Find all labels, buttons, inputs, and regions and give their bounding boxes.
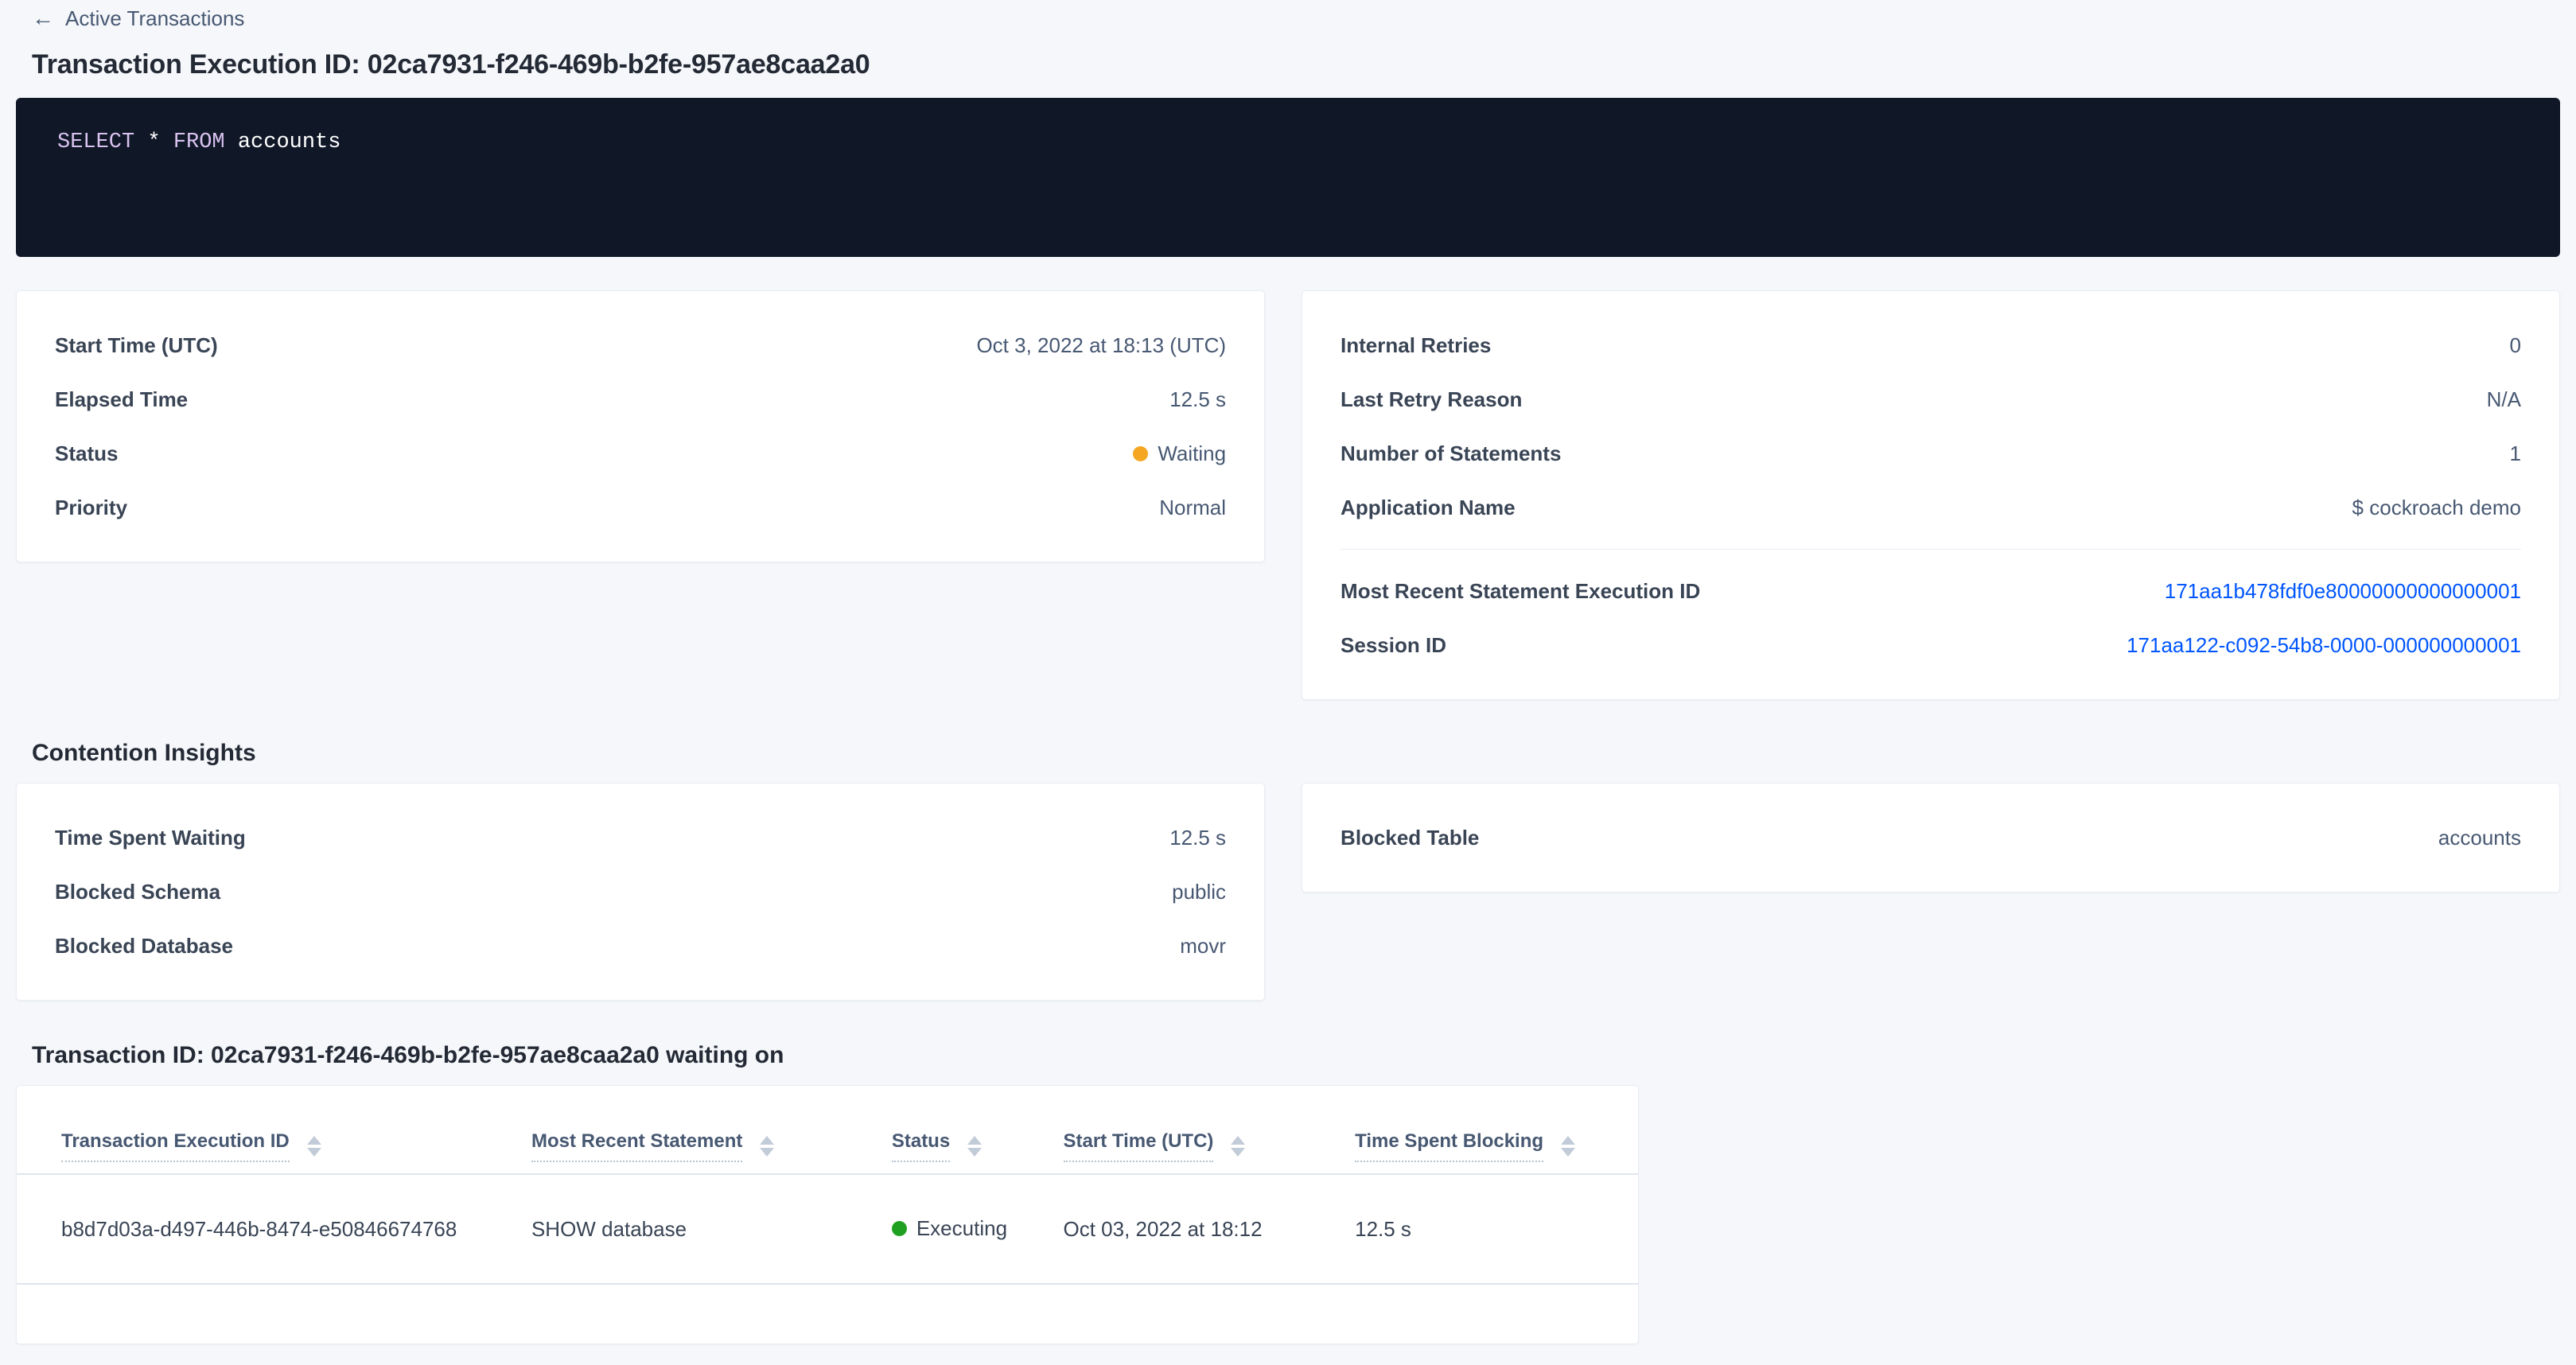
value-blocked-database: movr: [1180, 933, 1227, 958]
row-number-of-statements: Number of Statements 1: [1341, 426, 2521, 480]
value-start-time: Oct 3, 2022 at 18:13 (UTC): [976, 332, 1227, 357]
label-blocked-table: Blocked Table: [1341, 825, 1480, 850]
cell-time-spent-blocking: 12.5 s: [1355, 1216, 1411, 1241]
column-label-transaction-execution-id: Transaction Execution ID: [61, 1130, 290, 1162]
row-time-spent-waiting: Time Spent Waiting 12.5 s: [55, 811, 1226, 865]
card-divider: [1341, 549, 2521, 550]
value-status: Waiting: [1133, 441, 1226, 466]
label-number-of-statements: Number of Statements: [1341, 441, 1562, 465]
column-header-time-spent-blocking[interactable]: Time Spent Blocking: [1355, 1130, 1638, 1174]
status-dot-waiting-icon: [1133, 445, 1149, 461]
label-last-retry-reason: Last Retry Reason: [1341, 387, 1523, 411]
row-status: Status Waiting: [55, 426, 1226, 480]
row-blocked-schema: Blocked Schema public: [55, 865, 1226, 919]
status-text: Waiting: [1158, 441, 1227, 465]
value-blocked-schema: public: [1172, 879, 1227, 904]
column-label-status: Status: [891, 1130, 951, 1162]
sort-arrows-icon[interactable]: [1561, 1136, 1576, 1157]
status-dot-executing-icon: [891, 1221, 907, 1236]
table-row[interactable]: b8d7d03a-d497-446b-8474-e50846674768 SHO…: [17, 1174, 1638, 1284]
sql-keyword-select: SELECT: [57, 130, 135, 154]
label-start-time: Start Time (UTC): [55, 332, 218, 357]
label-blocked-schema: Blocked Schema: [55, 879, 221, 904]
overview-card-right: Internal Retries 0 Last Retry Reason N/A…: [1302, 290, 2560, 700]
label-session-id: Session ID: [1341, 632, 1446, 657]
cell-transaction-execution-id: b8d7d03a-d497-446b-8474-e50846674768: [61, 1216, 457, 1241]
link-session-id[interactable]: 171aa122-c092-54b8-0000-000000000001: [2127, 632, 2521, 657]
breadcrumb[interactable]: ← Active Transactions: [16, 0, 2560, 37]
link-most-recent-statement-execution-id[interactable]: 171aa1b478fdf0e80000000000000001: [2164, 578, 2521, 603]
waiting-on-table-card: Transaction Execution ID Most Recent Sta…: [16, 1085, 1639, 1344]
value-blocked-table: accounts: [2438, 825, 2521, 850]
value-last-retry-reason: N/A: [2486, 387, 2521, 411]
sort-arrows-icon[interactable]: [760, 1136, 775, 1157]
column-header-transaction-execution-id[interactable]: Transaction Execution ID: [17, 1130, 531, 1174]
overview-card-left: Start Time (UTC) Oct 3, 2022 at 18:13 (U…: [16, 290, 1266, 562]
row-blocked-database: Blocked Database movr: [55, 919, 1226, 973]
contention-cards-row: Time Spent Waiting 12.5 s Blocked Schema…: [16, 783, 2560, 1001]
sql-query-panel: SELECT * FROM accounts: [16, 98, 2560, 257]
column-label-time-spent-blocking: Time Spent Blocking: [1355, 1130, 1544, 1162]
cell-most-recent-statement: SHOW database: [531, 1216, 687, 1241]
table-header-row: Transaction Execution ID Most Recent Sta…: [17, 1130, 1638, 1174]
contention-card-right: Blocked Table accounts: [1302, 783, 2560, 892]
row-application-name: Application Name $ cockroach demo: [1341, 480, 2521, 535]
contention-card-left: Time Spent Waiting 12.5 s Blocked Schema…: [16, 783, 1266, 1001]
sql-table-name: accounts: [237, 130, 341, 154]
label-internal-retries: Internal Retries: [1341, 332, 1492, 357]
row-priority: Priority Normal: [55, 480, 1226, 535]
waiting-on-table-body: b8d7d03a-d497-446b-8474-e50846674768 SHO…: [17, 1174, 1638, 1284]
sql-query-text: SELECT * FROM accounts: [57, 128, 2519, 158]
label-priority: Priority: [55, 495, 128, 519]
label-time-spent-waiting: Time Spent Waiting: [55, 825, 246, 850]
row-session-id: Session ID 171aa122-c092-54b8-0000-00000…: [1341, 618, 2521, 672]
column-label-most-recent-statement: Most Recent Statement: [531, 1130, 743, 1162]
sort-arrows-icon[interactable]: [967, 1136, 983, 1157]
cell-status: Executing: [891, 1174, 1064, 1284]
value-internal-retries: 0: [2509, 332, 2521, 357]
section-title-contention-insights: Contention Insights: [32, 740, 256, 766]
column-header-start-time[interactable]: Start Time (UTC): [1063, 1130, 1356, 1174]
table-footer-spacer: [17, 1285, 1638, 1344]
back-arrow-icon[interactable]: ←: [32, 6, 54, 30]
cell-status-text: Executing: [916, 1216, 1008, 1240]
breadcrumb-link-active-transactions[interactable]: Active Transactions: [65, 6, 245, 30]
column-label-start-time: Start Time (UTC): [1063, 1130, 1214, 1162]
waiting-on-table: Transaction Execution ID Most Recent Sta…: [17, 1130, 1638, 1285]
sort-arrows-icon[interactable]: [306, 1136, 321, 1157]
column-header-most-recent-statement[interactable]: Most Recent Statement: [531, 1130, 892, 1174]
row-last-retry-reason: Last Retry Reason N/A: [1341, 372, 2521, 426]
waiting-on-heading: Transaction ID: 02ca7931-f246-469b-b2fe-…: [32, 1042, 784, 1068]
label-most-recent-statement-execution-id: Most Recent Statement Execution ID: [1341, 578, 1701, 603]
sql-keyword-from: FROM: [173, 130, 225, 154]
label-elapsed-time: Elapsed Time: [55, 387, 189, 411]
value-time-spent-waiting: 12.5 s: [1169, 825, 1227, 850]
page-title: Transaction Execution ID: 02ca7931-f246-…: [32, 49, 870, 80]
row-blocked-table: Blocked Table accounts: [1341, 811, 2521, 865]
value-elapsed-time: 12.5 s: [1169, 387, 1227, 411]
sort-arrows-icon[interactable]: [1231, 1136, 1246, 1157]
value-application-name: $ cockroach demo: [2352, 495, 2521, 519]
label-application-name: Application Name: [1341, 495, 1516, 519]
cell-start-time: Oct 03, 2022 at 18:12: [1063, 1216, 1263, 1241]
column-header-status[interactable]: Status: [891, 1130, 1064, 1174]
row-most-recent-statement-execution-id: Most Recent Statement Execution ID 171aa…: [1341, 564, 2521, 618]
overview-cards-row: Start Time (UTC) Oct 3, 2022 at 18:13 (U…: [16, 290, 2560, 700]
value-number-of-statements: 1: [2509, 441, 2521, 465]
waiting-on-table-head: Transaction Execution ID Most Recent Sta…: [17, 1130, 1638, 1174]
sql-star: *: [147, 130, 161, 154]
row-start-time: Start Time (UTC) Oct 3, 2022 at 18:13 (U…: [55, 318, 1226, 372]
label-status: Status: [55, 441, 119, 465]
value-priority: Normal: [1159, 495, 1227, 519]
row-elapsed-time: Elapsed Time 12.5 s: [55, 372, 1226, 426]
row-internal-retries: Internal Retries 0: [1341, 318, 2521, 372]
label-blocked-database: Blocked Database: [55, 933, 233, 958]
